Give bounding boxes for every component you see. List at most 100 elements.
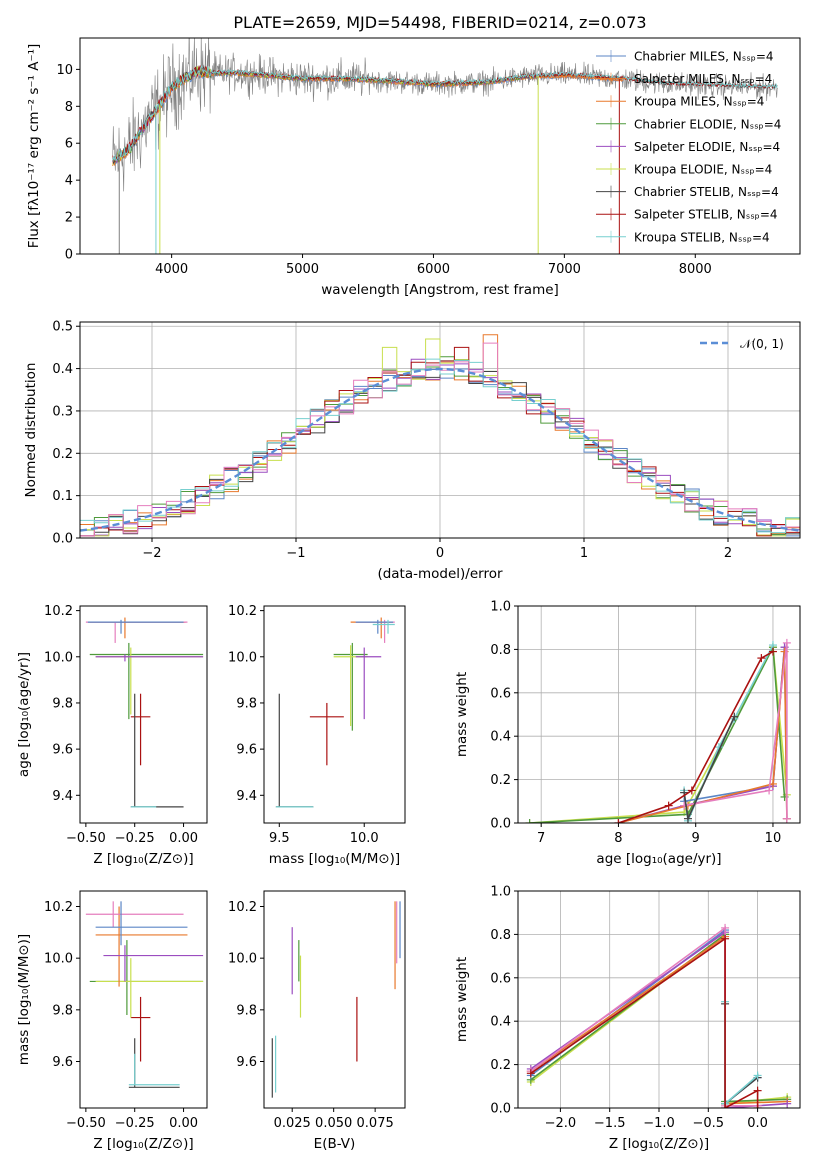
panel-age-vs-Z: −0.50 −0.25 0.00 9.4 9.6 9.8 10.0 10.2 Z [log₁₀(… [16,604,208,867]
x-tick-label: 0.00 [169,1116,198,1131]
x-tick-label: 10.0 [350,831,379,846]
x-tick-label: 9 [692,831,700,846]
x-tick-label: 1 [580,546,588,561]
x-tick-label: −0.50 [66,1116,106,1131]
errorbar-point [95,901,188,946]
errorbar-point [128,1053,180,1086]
x-axis-label: age [log₁₀(age/yr)] [596,851,721,867]
errorbar-point [372,619,395,634]
x-tick-label: 0 [436,546,444,561]
y-tick-label: 10.0 [44,952,73,967]
y-tick-label: 0.6 [490,971,511,986]
axes: −0.50 −0.25 0.00 9.4 9.6 9.8 10.0 10.2 Z [log₁₀(… [16,604,208,867]
x-tick-label: −1.0 [643,1116,675,1131]
x-tick-label: −0.50 [66,831,106,846]
weight-line-8 [530,937,759,1108]
y-tick-label: 9.8 [236,696,257,711]
x-axis-label: Z [log₁₀(Z/Z⊙)] [609,1136,709,1152]
y-tick-label: 9.8 [236,1003,257,1018]
legend-label: Salpeter MILES, Nₛₛₚ=4 [634,72,772,86]
errorbar-point [87,619,184,634]
x-axis-label: Z [log₁₀(Z/Z⊙)] [93,851,193,867]
x-axis-label: Z [log₁₀(Z/Z⊙)] [93,1136,193,1152]
x-tick-label: −2 [142,546,161,561]
y-tick-label: 10.2 [44,900,73,915]
x-axis-label: wavelength [Angstrom, rest frame] [321,282,559,298]
errorbar-point [103,945,204,982]
errorbar-point [355,619,394,634]
x-tick-label: −1 [286,546,305,561]
model-line-8 [112,64,778,162]
y-tick-label: 10.2 [44,604,73,619]
plot-area [525,638,791,823]
y-tick-label: 0 [65,248,73,263]
y-axis-label: Flux [fλ10⁻¹⁷ erg cm⁻² s⁻¹ A⁻¹] [26,44,42,249]
x-tick-label: −1.5 [594,1116,626,1131]
panel-mass-vs-Z: −0.50 −0.25 0.00 9.6 9.8 10.0 10.2 Z [log₁₀(Z/Z… [16,890,208,1152]
legend: Chabrier MILES, Nₛₛₚ=4 Salpeter MILES, Nₛ… [596,50,781,244]
plot-area [275,617,395,808]
legend-label: Salpeter ELODIE, Nₛₛₚ=4 [634,140,780,154]
errorbar-point [130,996,151,1062]
x-tick-label: −2.0 [545,1116,577,1131]
y-tick-label: 9.6 [236,743,257,758]
normal-reference-curve [80,367,800,532]
x-tick-label: 0.025 [274,1116,311,1131]
y-tick-label: 0.8 [490,928,511,943]
y-tick-label: 0.4 [52,362,73,377]
x-tick-label: 0.075 [357,1116,394,1131]
y-axis-label: mass weight [454,957,470,1042]
legend: 𝒩(0, 1) [700,337,784,351]
y-axis-label: age [log₁₀(age/yr)] [16,652,32,777]
panel-spectrum: 4000 5000 6000 7000 8000 0 2 4 6 8 10 wavelength [A… [26,37,801,298]
y-tick-label: 9.6 [52,1055,73,1070]
errorbar-point [95,906,188,987]
legend-label: Kroupa MILES, Nₛₛₚ=4 [634,95,764,109]
y-tick-label: 9.8 [52,1003,73,1018]
y-tick-label: 9.4 [236,789,257,804]
errorbar-point [95,654,204,662]
y-tick-label: 6 [65,137,73,152]
axes-frame [517,605,801,824]
y-tick-label: 0.4 [490,1015,511,1030]
plot-area [526,923,792,1108]
errorbar-point [95,958,204,1018]
x-tick-label: 10 [765,831,782,846]
x-tick-label: 4000 [155,262,188,277]
y-tick-label: 8 [65,100,73,115]
y-axis-label: mass [log₁₀(M/M⊙)] [16,934,32,1065]
x-axis-label: E(B-V) [314,1136,356,1152]
y-tick-label: 0.8 [490,643,511,658]
x-tick-label: 8 [614,831,622,846]
legend-label: Salpeter STELIB, Nₛₛₚ=4 [634,208,778,222]
axes-frame [79,605,208,824]
y-tick-label: 0.5 [52,320,73,335]
histogram-c4 [80,338,800,537]
y-tick-label: 9.8 [52,696,73,711]
y-tick-label: 10.0 [228,650,257,665]
panel-weight-vs-Z: −2.0 −1.5 −1.0 −0.5 0.0 0.0 0.2 0.4 0.6 0.8 1.0 Z [… [454,885,801,1152]
y-tick-label: 1.0 [490,885,511,900]
errorbar-point [309,702,344,766]
y-tick-label: 2 [65,211,73,226]
x-tick-label: 9.5 [269,831,290,846]
x-tick-label: 0.050 [315,1116,352,1131]
legend-label: Kroupa STELIB, Nₛₛₚ=4 [634,230,770,244]
y-tick-label: 1.0 [490,600,511,615]
legend-label: Chabrier MILES, Nₛₛₚ=4 [634,50,774,64]
y-tick-label: 0.0 [52,532,73,547]
panel-weight-vs-age: 7 8 9 10 0.0 0.2 0.4 0.6 0.8 1.0 age [log₁₀(age/yr… [454,600,801,867]
x-tick-label: 0.0 [747,1116,768,1131]
axes-frame [517,890,801,1109]
panel-mass-vs-ebv: 0.025 0.050 0.075 9.6 9.8 10.0 10.2 E(B-V) [228,890,406,1152]
x-axis-label: mass [log₁₀(M/M⊙)] [269,851,400,867]
y-tick-label: 0.0 [490,1102,511,1117]
y-tick-label: 9.6 [236,1055,257,1070]
axes-frame [263,890,406,1109]
figure-title: PLATE=2659, MJD=54498, FIBERID=0214, z=0… [233,13,646,32]
x-tick-label: −0.5 [693,1116,725,1131]
errorbar-point [130,693,151,766]
y-tick-label: 0.2 [490,1058,511,1073]
axes: −2.0 −1.5 −1.0 −0.5 0.0 0.0 0.2 0.4 0.6 0.8 1.0 Z [… [454,885,801,1152]
